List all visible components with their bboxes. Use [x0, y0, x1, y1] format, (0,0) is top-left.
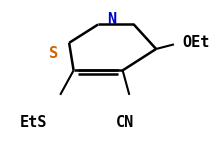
Text: S: S: [49, 46, 58, 61]
Text: CN: CN: [116, 115, 134, 130]
Text: N: N: [107, 12, 116, 27]
Text: OEt: OEt: [183, 35, 210, 50]
Text: EtS: EtS: [20, 115, 47, 130]
